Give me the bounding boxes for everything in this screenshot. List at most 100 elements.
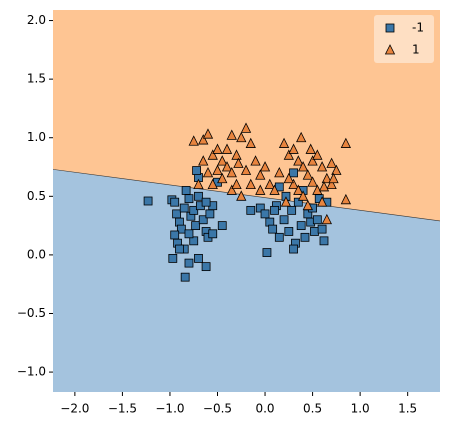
square-point (189, 236, 199, 246)
y-tick-label: 1.0 (27, 130, 46, 144)
legend-marker (385, 23, 395, 33)
square-point (289, 244, 298, 254)
triangle-point (245, 137, 256, 148)
triangle-point (288, 143, 299, 154)
square-point (300, 232, 310, 242)
legend: -1 1 (374, 15, 434, 63)
triangle-point (193, 178, 204, 189)
triangle-point (340, 137, 352, 148)
square-point (255, 203, 265, 213)
triangle-point (233, 157, 244, 168)
square-point (184, 229, 194, 239)
triangle-point (331, 164, 342, 175)
triangle-point (297, 190, 309, 201)
triangle-point (259, 161, 271, 172)
region-upper (53, 10, 440, 221)
decision-boundary (52, 169, 441, 222)
triangle-point (198, 155, 209, 166)
square-point (191, 221, 201, 231)
y-tick-label: −0.5 (17, 306, 46, 320)
triangle-point (307, 155, 318, 166)
legend-marker (384, 44, 396, 55)
square-point (293, 197, 303, 207)
square-point (310, 227, 319, 236)
triangle-point (293, 155, 304, 166)
square-point (205, 209, 215, 219)
triangle-point (305, 143, 316, 154)
triangle-point (212, 164, 223, 175)
square-point (189, 205, 199, 215)
square-point (260, 209, 270, 219)
triangle-point (296, 131, 307, 143)
square-point (168, 254, 178, 263)
square-point (289, 168, 298, 178)
x-tick-label: 0.0 (255, 402, 274, 416)
square-point (198, 215, 208, 225)
triangle-point (318, 181, 330, 192)
y-tick-label: 0.5 (27, 189, 46, 203)
x-tick-label: 1.0 (351, 402, 370, 416)
triangle-point (274, 166, 285, 178)
square-point (194, 191, 203, 201)
square-point (201, 197, 211, 207)
triangle-point (321, 172, 332, 184)
square-point (246, 205, 256, 215)
triangle-point (288, 178, 299, 189)
square-point (319, 236, 329, 246)
square-point (201, 262, 211, 272)
square-point (176, 224, 186, 234)
square-point (181, 186, 191, 195)
triangle-point (221, 143, 233, 154)
y-tick-label: 2.0 (27, 13, 46, 27)
x-tick-label: −2.0 (60, 402, 89, 416)
triangle-point (226, 184, 237, 195)
triangle-point (240, 122, 252, 133)
triangle-point (236, 131, 247, 143)
square-point (217, 221, 227, 231)
triangle-point (188, 135, 199, 146)
triangle-point (202, 128, 214, 139)
triangle-point (278, 137, 290, 148)
triangle-point (240, 164, 252, 175)
square-point (192, 166, 201, 175)
square-point (170, 197, 180, 207)
triangle-point (297, 161, 309, 172)
triangle-point (326, 157, 337, 168)
square-point (170, 230, 180, 240)
region-lower (53, 169, 440, 392)
square-point (317, 224, 327, 234)
triangle-point (217, 155, 228, 166)
triangle-point (302, 199, 313, 211)
square-point (172, 209, 182, 219)
square-point (284, 227, 294, 236)
square-point (175, 244, 184, 254)
triangle-point (202, 166, 214, 178)
square-point (296, 221, 306, 231)
triangle-point (269, 184, 280, 195)
square-point (179, 203, 189, 213)
triangle-point (316, 196, 328, 207)
square-point (287, 205, 297, 215)
triangle-point (250, 155, 261, 166)
legend-box (374, 15, 434, 63)
square-point (279, 215, 289, 225)
y-tick-label: −1.0 (17, 365, 46, 379)
square-point (274, 232, 284, 242)
x-tick-label: −0.5 (203, 402, 232, 416)
triangle-point (328, 172, 339, 184)
triangle-point (217, 172, 228, 184)
square-point (194, 254, 203, 263)
triangle-point (283, 149, 294, 160)
square-point (268, 224, 278, 234)
square-point (184, 258, 194, 268)
triangle-point (264, 178, 275, 189)
square-point (143, 196, 153, 206)
triangle-point (255, 169, 266, 180)
square-point (208, 229, 218, 239)
triangle-point (293, 184, 304, 195)
triangle-point (231, 149, 242, 160)
triangle-point (283, 172, 294, 184)
x-tick-label: −1.5 (108, 402, 137, 416)
triangle-point (221, 161, 233, 172)
square-point (184, 194, 194, 204)
